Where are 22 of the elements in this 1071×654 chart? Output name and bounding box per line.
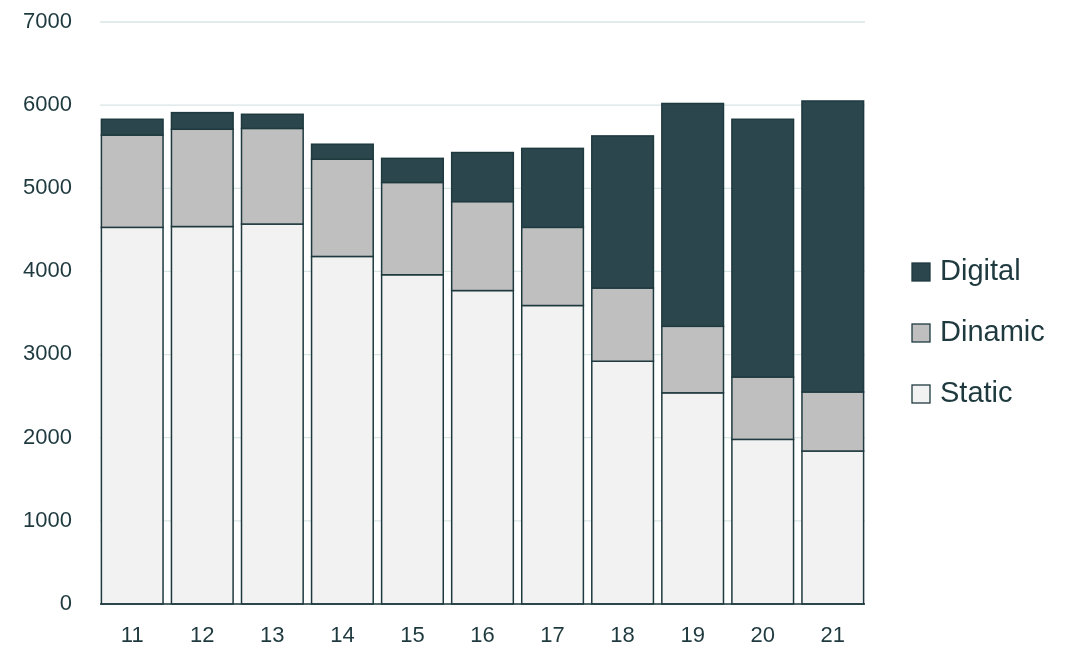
legend-label: Static xyxy=(940,375,1013,408)
x-tick-label: 12 xyxy=(190,622,215,647)
x-tick-label: 21 xyxy=(820,622,846,647)
x-tick-label: 15 xyxy=(400,622,425,647)
x-tick-label: 16 xyxy=(470,622,495,647)
y-tick-label: 3000 xyxy=(23,340,72,366)
x-tick-label: 18 xyxy=(610,622,635,647)
legend-label: Dinamic xyxy=(940,314,1045,347)
x-tick-label: 11 xyxy=(120,622,144,647)
legend-label: Digital xyxy=(940,253,1021,286)
y-tick-label: 7000 xyxy=(23,7,72,33)
y-tick-label: 0 xyxy=(59,589,72,615)
y-tick-label: 4000 xyxy=(23,257,72,283)
y-tick-label: 1000 xyxy=(23,506,72,532)
x-tick-label: 14 xyxy=(330,622,355,647)
x-tick-label: 20 xyxy=(750,622,775,647)
y-tick-label: 6000 xyxy=(23,90,72,116)
x-tick-label: 19 xyxy=(680,622,705,647)
y-tick-label: 5000 xyxy=(23,174,72,200)
y-tick-label: 2000 xyxy=(23,423,72,449)
x-tick-label: 17 xyxy=(540,622,565,647)
x-tick-label: 13 xyxy=(260,622,285,647)
